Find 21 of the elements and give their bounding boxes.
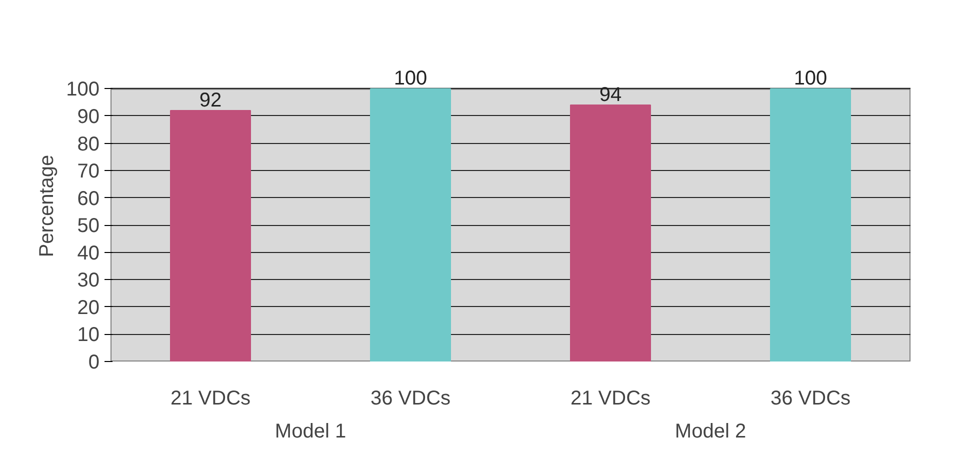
x-tick-label: 36 VDCs [370, 388, 451, 410]
y-tick-label: 30 [77, 270, 100, 292]
y-tick-label: 0 [88, 352, 100, 374]
y-tick-label: 80 [77, 133, 100, 156]
data-label: 100 [394, 68, 428, 90]
x-tick-label: 21 VDCs [170, 388, 251, 410]
x-tick-label: 21 VDCs [570, 388, 651, 410]
y-tick-label: 90 [77, 106, 100, 128]
data-label: 92 [199, 90, 222, 112]
y-tick-label: 40 [77, 242, 100, 264]
y-tick-label: 50 [77, 215, 100, 238]
x-tick-label: 36 VDCs [770, 388, 851, 410]
y-tick-label: 10 [77, 324, 100, 346]
y-axis-title: Percentage [36, 154, 58, 258]
y-tick-label: 60 [77, 188, 100, 210]
y-tick-label: 100 [66, 78, 100, 101]
y-tick-label: 70 [77, 160, 100, 183]
text: Model 1 [274, 420, 346, 442]
y-tick-label: 20 [77, 296, 100, 319]
data-label: 100 [794, 68, 828, 90]
text: Model 2 [674, 420, 746, 442]
